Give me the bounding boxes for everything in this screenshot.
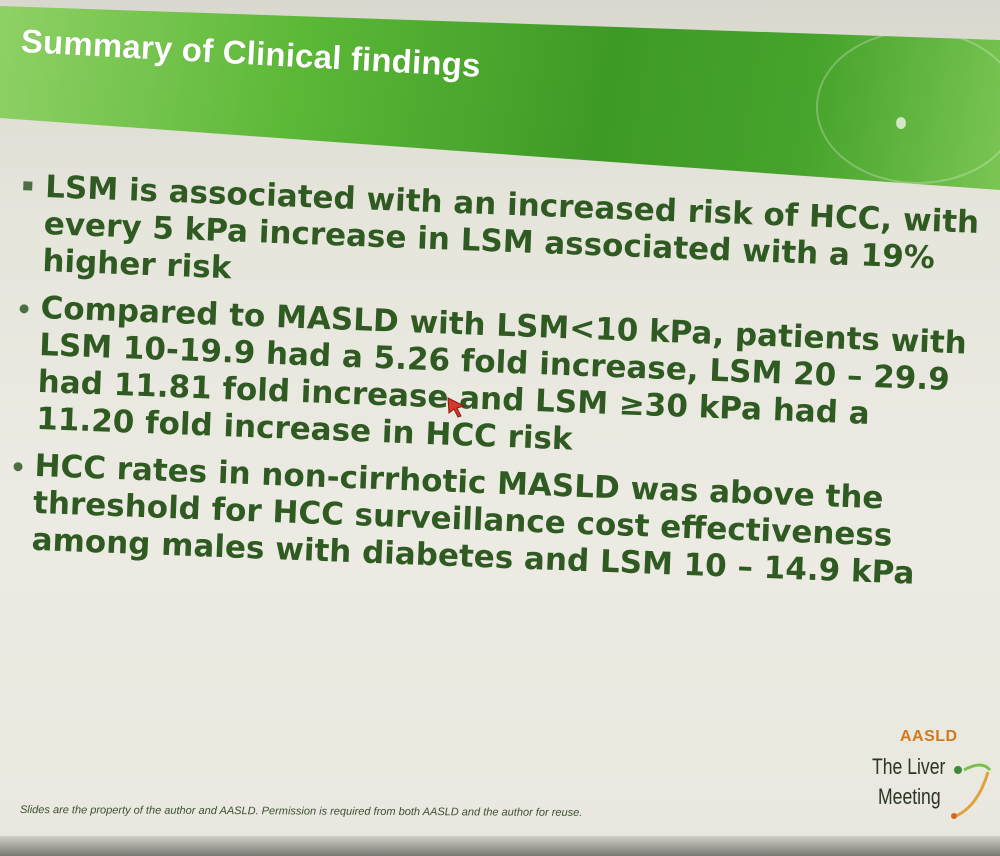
dot-bullet-icon	[9, 447, 33, 448]
decorative-dot	[896, 117, 906, 129]
dot-bullet-icon	[15, 289, 39, 290]
bullet-text: Compared to MASLD with LSM<10 kPa, patie…	[35, 289, 968, 458]
logo-org-name: AASLD	[900, 728, 958, 745]
square-bullet-icon	[20, 168, 44, 169]
bullet-text: LSM is associated with an increased risk…	[41, 169, 980, 287]
mouse-pointer-icon	[447, 397, 466, 418]
decorative-swoosh	[816, 30, 1000, 184]
bullet-item: Compared to MASLD with LSM<10 kPa, patie…	[8, 289, 981, 474]
aasld-logo: AASLD The Liver Meeting	[862, 726, 992, 826]
bullet-list: LSM is associated with an increased risk…	[3, 168, 1000, 606]
copyright-footer: Slides are the property of the author an…	[19, 804, 583, 819]
logo-line-1: The Liver	[872, 754, 946, 779]
screen-bottom-edge	[0, 836, 1000, 856]
logo-line-2: Meeting	[878, 784, 941, 809]
bullet-item: HCC rates in non-cirrhotic MASLD was abo…	[3, 447, 975, 595]
liver-meeting-logo-icon	[951, 763, 992, 819]
bullet-text: HCC rates in non-cirrhotic MASLD was abo…	[31, 447, 916, 592]
